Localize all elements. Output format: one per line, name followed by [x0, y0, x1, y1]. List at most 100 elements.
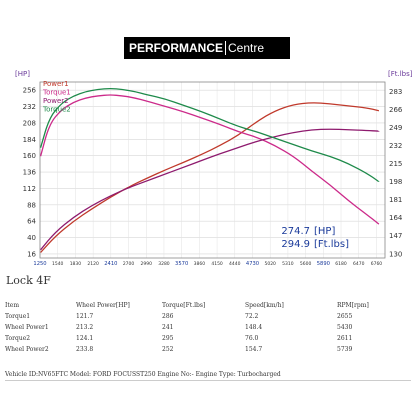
cell-wheel-power: 233.8 — [76, 346, 94, 353]
readout-ftlbs-unit: [Ft.lbs] — [314, 239, 349, 250]
cell-torque: 295 — [162, 335, 174, 342]
legend-entry-torque1: Torque1 — [42, 89, 71, 97]
x-tick-label: 6470 — [353, 261, 365, 267]
table-row: Torque1 121.7 286 72.2 2655 — [0, 313, 416, 323]
x-tick-label: 5310 — [282, 261, 294, 267]
brand-logo-part1: PERFORMANCE — [129, 41, 224, 55]
y-left-tick-label: 232 — [23, 103, 36, 111]
x-tick-label: 1830 — [70, 261, 82, 267]
x-tick-label: 3570 — [175, 261, 188, 267]
x-tick-label: 5020 — [264, 261, 276, 267]
table-header-row: Item Wheel Power[HP] Torque[Ft.lbs] Spee… — [0, 302, 416, 312]
y-right-tick-label: 181 — [389, 196, 402, 204]
readout-hp-value: 274.7 — [281, 226, 310, 237]
y-left-tick-label: 88 — [27, 201, 36, 209]
series-line-torque1 — [39, 94, 380, 225]
brand-logo: PERFORMANCE Centre — [124, 37, 290, 59]
cell-rpm: 5430 — [337, 324, 353, 331]
cell-speed: 148.4 — [245, 324, 263, 331]
x-tick-label: 2120 — [87, 261, 99, 267]
x-ticks: 1250 1540 1830 2120 2410 2700 2990 3280 3570 3860… — [33, 261, 382, 267]
y-right-tick-label: 283 — [389, 88, 402, 96]
legend-entry-torque2: Torque2 — [42, 106, 71, 114]
y-left-tick-label: 256 — [23, 87, 37, 95]
cell-speed: 76.0 — [245, 335, 259, 342]
x-tick-label: 4150 — [211, 261, 223, 267]
cell-wheel-power: 124.1 — [76, 335, 94, 342]
y-right-tick-label: 215 — [389, 160, 402, 168]
readout-hp-unit: [HP] — [314, 226, 335, 237]
series-line-power2 — [40, 128, 380, 251]
y-left-ticks: 256 232 208 184 160 136 112 88 64 40 16 — [23, 87, 37, 259]
legend-entry-power2: Power2 — [43, 97, 69, 105]
header-item: Item — [5, 302, 20, 309]
x-tick-label: 1540 — [52, 261, 64, 267]
x-tick-label: 5890 — [317, 261, 330, 267]
x-tick-label: 2990 — [141, 261, 153, 267]
y-right-tick-label: 164 — [389, 214, 403, 222]
y-left-tick-label: 64 — [27, 218, 36, 226]
header-rpm: RPM[rpm] — [337, 302, 369, 309]
y-left-tick-label: 184 — [23, 136, 37, 144]
lock-label: Lock 4F — [6, 274, 51, 287]
y-left-tick-label: 112 — [23, 185, 36, 193]
y-right-tick-label: 147 — [389, 232, 402, 240]
x-tick-label: 5600 — [300, 261, 312, 267]
x-tick-label: 2410 — [104, 261, 117, 267]
cell-item: Torque1 — [5, 313, 31, 320]
y-right-tick-label: 249 — [389, 124, 402, 132]
y-left-tick-label: 16 — [27, 250, 36, 258]
x-tick-label: 4730 — [246, 261, 259, 267]
y-right-tick-label: 266 — [389, 106, 403, 114]
x-tick-label: 3280 — [158, 261, 170, 267]
footer-divider — [5, 380, 411, 381]
x-tick-label: 2700 — [123, 261, 135, 267]
y-left-tick-label: 208 — [23, 119, 36, 127]
y-right-tick-label: 198 — [389, 178, 402, 186]
cell-wheel-power: 213.2 — [76, 324, 94, 331]
x-tick-label: 4440 — [229, 261, 241, 267]
y-left-tick-label: 160 — [23, 152, 36, 160]
header-wheel-power: Wheel Power[HP] — [76, 302, 130, 309]
table-row: Torque2 124.1 295 76.0 2611 — [0, 335, 416, 345]
cell-item: Torque2 — [5, 335, 31, 342]
y-left-tick-label: 136 — [23, 169, 37, 177]
series-line-torque2 — [39, 88, 380, 183]
x-tick-label: 6180 — [335, 261, 347, 267]
vehicle-info: Vehicle ID:NV65FTC Model: FORD FOCUSST25… — [5, 371, 281, 378]
cell-rpm: 5739 — [337, 346, 353, 353]
cell-rpm: 2655 — [337, 313, 353, 320]
y-right-ticks: 283 266 249 232 215 198 181 164 147 130 — [389, 88, 403, 258]
plot-frame — [39, 81, 386, 259]
header-torque: Torque[Ft.lbs] — [162, 302, 206, 309]
readout-ftlbs-value: 294.9 — [281, 239, 310, 250]
cell-torque: 286 — [162, 313, 174, 320]
brand-logo-divider — [225, 41, 227, 55]
cell-wheel-power: 121.7 — [76, 313, 94, 320]
x-tick-label: 1250 — [33, 261, 46, 267]
header-speed: Speed[km/h] — [245, 302, 284, 309]
cell-torque: 252 — [162, 346, 174, 353]
y-right-tick-label: 130 — [389, 250, 402, 258]
series-line-power1 — [40, 102, 380, 253]
x-tick-label: 6760 — [371, 261, 383, 267]
series-layer — [39, 88, 380, 253]
table-row: Wheel Power2 233.8 252 154.7 5739 — [0, 346, 416, 356]
cell-item: Wheel Power2 — [5, 346, 49, 353]
y-right-tick-label: 232 — [389, 142, 402, 150]
cell-speed: 154.7 — [245, 346, 263, 353]
cell-speed: 72.2 — [245, 313, 259, 320]
cell-torque: 241 — [162, 324, 174, 331]
x-tick-label: 3860 — [194, 261, 206, 267]
peak-readout: 274.7 [HP] 294.9 [Ft.lbs] — [281, 226, 349, 250]
legend-entry-power1: Power1 — [43, 80, 69, 88]
y-right-unit: [Ft.lbs] — [388, 70, 413, 78]
y-left-unit: [HP] — [15, 70, 30, 78]
y-left-tick-label: 40 — [27, 234, 36, 242]
brand-logo-part2: Centre — [228, 41, 265, 55]
cell-item: Wheel Power1 — [5, 324, 49, 331]
table-row: Wheel Power1 213.2 241 148.4 5430 — [0, 324, 416, 334]
cell-rpm: 2611 — [337, 335, 353, 342]
